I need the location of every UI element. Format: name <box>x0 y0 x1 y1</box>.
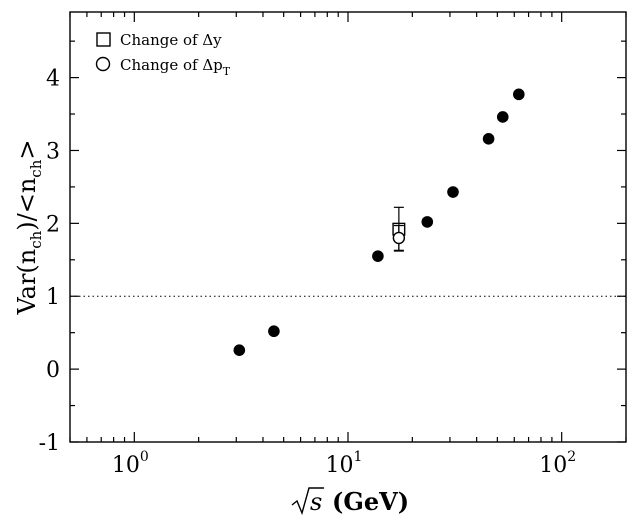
legend-label-subscript: T <box>223 65 231 78</box>
sqrt-radical <box>291 487 324 516</box>
y-tick-label: 1 <box>46 285 60 310</box>
data-point <box>421 216 434 228</box>
data-point <box>447 186 459 198</box>
x-axis-label: s (GeV) <box>291 487 409 516</box>
y-tick-label: 2 <box>46 212 60 237</box>
legend-label-change-of-delta-pt: Change of ΔpT <box>120 56 231 78</box>
x-tick-label-exponent: 2 <box>567 449 576 465</box>
x-tick-label: 100 <box>112 449 149 478</box>
y-axis-label: Var(nch)/<nch> <box>13 140 45 316</box>
legend: Change of Δy Change of ΔpT <box>95 31 231 78</box>
y-tick-label: -1 <box>39 431 60 456</box>
x-tick-label-base: 10 <box>326 453 354 478</box>
y-axis-label-mid: )/<n <box>13 178 41 231</box>
x-tick-label-exponent: 1 <box>354 449 363 465</box>
data-point-open-circle <box>392 231 406 245</box>
plot-frame <box>69 11 627 443</box>
y-axis-label-sub1: ch <box>27 230 45 248</box>
x-tick-label-exponent: 0 <box>140 449 149 465</box>
data-point <box>496 111 509 123</box>
x-tick-label: 102 <box>539 449 576 478</box>
data-point <box>268 325 280 338</box>
y-axis-label-sub2: ch <box>27 159 45 177</box>
data-point <box>482 133 495 145</box>
data-layer <box>233 88 525 356</box>
data-point <box>513 88 525 101</box>
y-tick-label: 3 <box>46 139 60 164</box>
x-axis-label-unit: (GeV) <box>332 487 409 516</box>
data-point <box>372 250 384 262</box>
x-tick-label-base: 10 <box>112 453 140 478</box>
legend-square-marker <box>96 32 111 47</box>
y-tick-label: 4 <box>46 67 60 92</box>
legend-item-change-of-delta-pt: Change of ΔpT <box>95 56 231 78</box>
y-axis-label-pre: Var(n <box>13 249 41 316</box>
x-axis-label-root: s <box>310 488 322 516</box>
y-tick-label: 0 <box>46 358 60 383</box>
x-tick-label-base: 10 <box>539 453 567 478</box>
data-point <box>233 344 246 356</box>
legend-circle-marker <box>95 56 111 72</box>
legend-label-change-of-delta-y: Change of Δy <box>120 31 222 49</box>
x-tick-label: 101 <box>326 449 363 478</box>
legend-label-main: Change of Δp <box>120 56 223 74</box>
y-axis-label-post: > <box>13 140 41 160</box>
legend-item-change-of-delta-y: Change of Δy <box>96 31 222 49</box>
